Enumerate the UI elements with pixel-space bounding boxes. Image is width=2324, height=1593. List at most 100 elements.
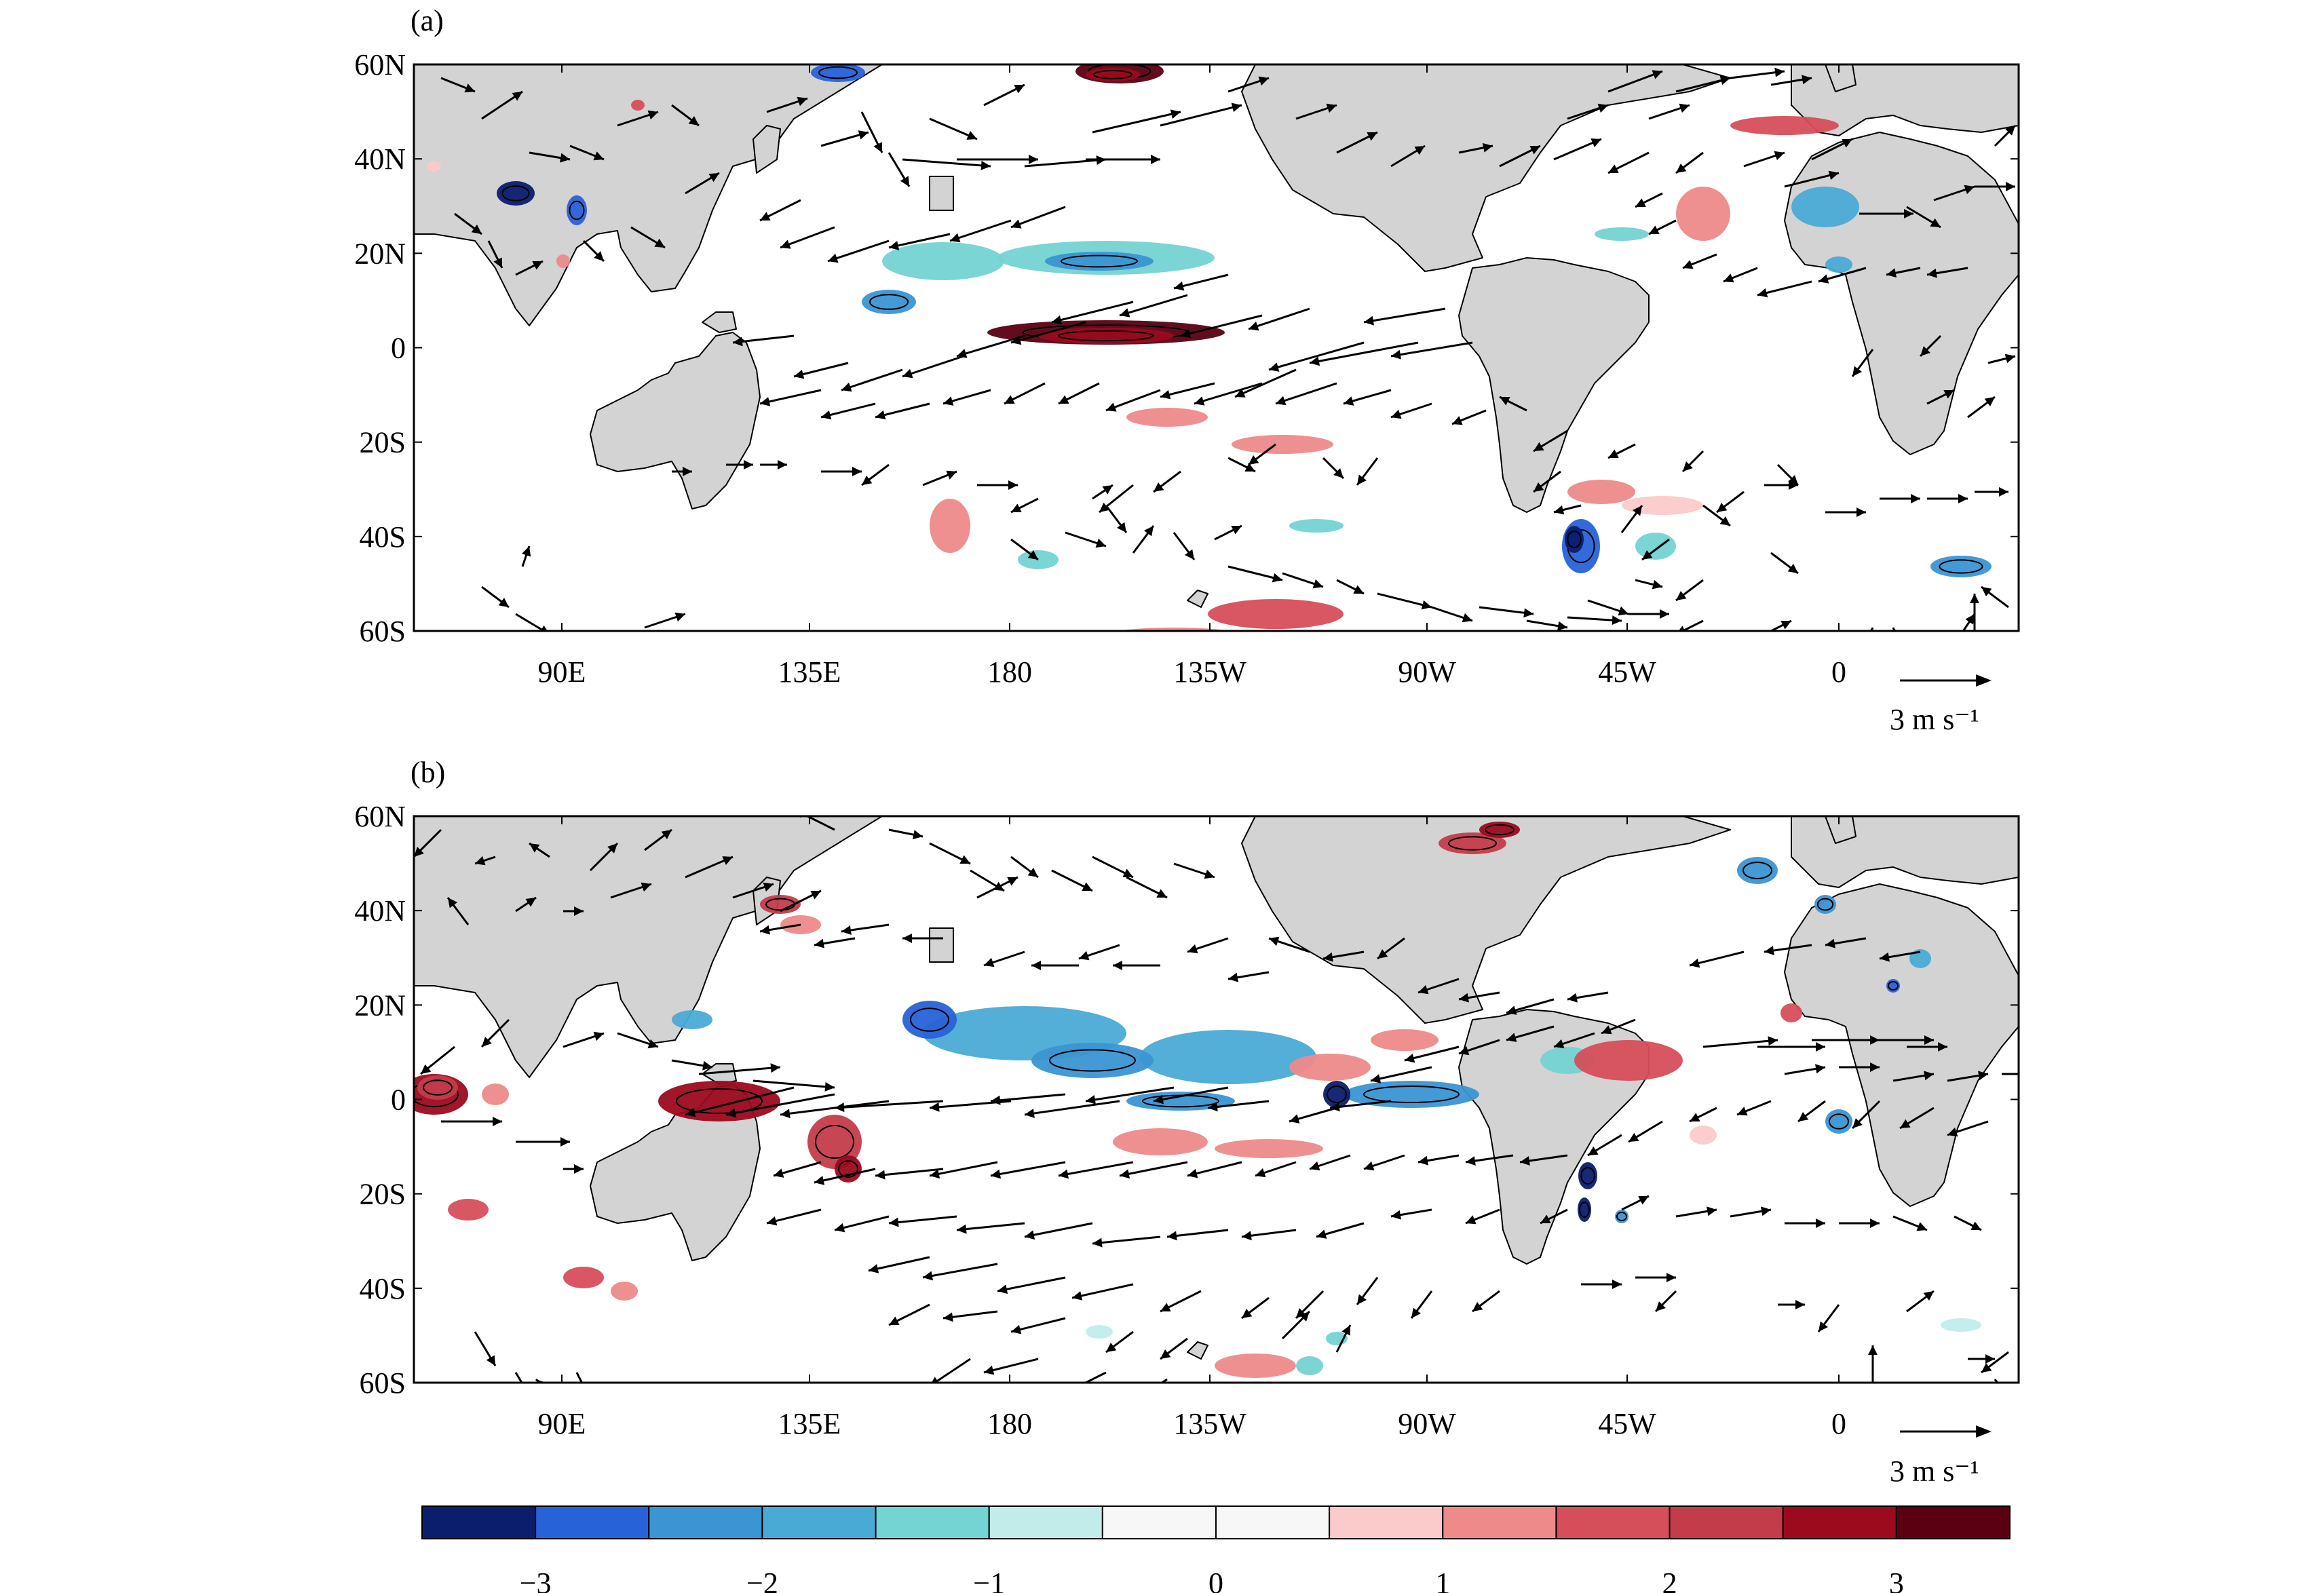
panel-b-wind-vector — [1839, 1062, 1880, 1072]
panel-a-wind-vector — [793, 362, 849, 379]
panel-b-wind-vector — [474, 856, 496, 866]
panel-a-wind-vector — [1458, 142, 1493, 154]
panel-b-vector-reference-label: 3 m s⁻¹ — [1890, 1455, 1979, 1488]
panel-b-wind-vector — [1825, 937, 1867, 948]
panel-a-wind-vector — [644, 612, 686, 629]
panel-b-wind-vector — [1628, 1120, 1663, 1143]
panel-b-wind-vector — [1058, 1161, 1134, 1179]
panel-a-wind-vector — [1343, 389, 1392, 406]
panel-b-wind-vector — [1187, 1161, 1242, 1178]
panel-b-wind-vector — [617, 1032, 659, 1049]
panel-a-wind-vector — [1173, 273, 1229, 291]
panel-a-wind-vector — [1010, 538, 1039, 561]
panel-a-anomaly-contour — [818, 66, 858, 79]
panel-b-wind-vector — [1329, 1100, 1392, 1112]
panel-a-wind-vector — [1553, 504, 1582, 515]
panel-b-anomaly-patch — [760, 895, 801, 914]
panel-a-wind-vector — [1567, 103, 1609, 120]
panel-b-wind-vector — [446, 897, 470, 925]
panel-b-wind-vector — [773, 1161, 822, 1178]
panel-a-lon-tick-label: 135W — [1173, 655, 1246, 689]
colorbar-tick-label: 2 — [1662, 1567, 1677, 1593]
panel-b-wind-vector — [644, 828, 672, 851]
panel-b-wind-vector — [766, 1208, 822, 1226]
panel-a-anomaly-patch — [1567, 480, 1635, 504]
panel-b-wind-vector — [732, 882, 774, 899]
panel-a-wind-vector — [1648, 103, 1690, 120]
panel-b-anomaly-patch — [1439, 832, 1506, 854]
panel-b-wind-vector — [1689, 951, 1745, 968]
panel-b-wind-vector — [1730, 1206, 1772, 1218]
panel-b-wind-vector — [1621, 1195, 1650, 1211]
panel-b-wind-vector — [1817, 1304, 1840, 1332]
panel-a-wind-vector — [942, 389, 991, 406]
panel-a-wind-vector — [1092, 484, 1113, 500]
panel-a-wind-vector — [1153, 470, 1181, 493]
panel-b-wind-vector — [1370, 1066, 1432, 1083]
panel-b-wind-vector — [1506, 998, 1555, 1015]
colorbar-swatches — [421, 1505, 2011, 1539]
panel-a-landmass — [1458, 257, 1650, 513]
panel-b-wind-vector — [1092, 856, 1134, 879]
panel-a-anomaly-patch — [1126, 408, 1208, 427]
colorbar-swatch — [988, 1505, 1103, 1539]
panel-b-anomaly-patch — [1289, 1054, 1371, 1081]
panel-b-latitude-ticks: 60N 40N 20N 0 20S 40S 60S — [354, 800, 2019, 1400]
panel-b-wind-vector — [589, 842, 619, 872]
panel-a-wind-vector — [929, 117, 978, 140]
panel-a-wind-vector — [977, 480, 1018, 490]
panel-b-anomaly-patch — [1215, 1354, 1296, 1378]
panel-a-wind-vector — [1194, 382, 1263, 406]
panel-a-wind-vector — [1818, 267, 1867, 284]
panel-a-wind-vector — [902, 355, 964, 379]
panel-a-wind-vector — [1859, 209, 1913, 218]
panel-a-wind-vector — [1309, 341, 1419, 366]
panel-a-wind-vector — [617, 110, 659, 127]
panel-a-lon-tick-label: 135E — [778, 655, 841, 689]
panel-b-wind-vector — [1907, 1042, 1947, 1052]
panel-b-wind-vector — [420, 1045, 455, 1075]
panel-b-lat-tick-label: 20S — [360, 1178, 406, 1211]
panel-a-wind-vector — [1962, 613, 1976, 631]
panel-b-wind-vector — [1764, 944, 1812, 955]
panel-b-anomaly-contour — [1485, 824, 1515, 836]
panel-b-wind-vector — [888, 828, 923, 840]
panel-a-wind-vector — [1010, 206, 1066, 229]
panel-b-wind-vector — [671, 1059, 713, 1071]
panel-a-wind-vector — [481, 586, 510, 609]
panel-b-wind-vector — [983, 1358, 1039, 1375]
panel-a-wind-vector — [726, 643, 767, 653]
panel-b-lon-tick-label: 90W — [1398, 1407, 1456, 1440]
panel-b-wind-vector — [1417, 1154, 1460, 1166]
panel-a-wind-vector — [1723, 267, 1758, 283]
panel-a-landmass — [1187, 590, 1208, 608]
colorbar-swatch — [648, 1505, 763, 1539]
panel-a-anomaly-patch — [1208, 599, 1344, 629]
panel-a-wind-vector — [820, 402, 876, 420]
panel-b-wind-vector — [2002, 1073, 2019, 1075]
panel-a-lat-tick-label: 20S — [360, 426, 406, 459]
panel-a-wind-vector — [1322, 457, 1345, 480]
panel-a-wind-vector — [1173, 532, 1196, 560]
panel-b-anomaly-patch — [1578, 1162, 1597, 1189]
panel-b-landmass — [929, 927, 954, 963]
panel-b-wind-vector — [922, 1263, 998, 1281]
panel-b-longitude-ticks: 90E 135E 180 135W 90W 45W 0 — [538, 816, 1846, 1440]
panel-b-wind-vector — [1113, 961, 1160, 970]
panel-b-anomaly-contour — [1742, 862, 1772, 879]
panel-b-wind-vector — [956, 1222, 1025, 1234]
panel-b-wind-vector — [983, 951, 1025, 967]
panel-a-wind-vector — [1607, 70, 1663, 93]
panel-a-wind-vector — [671, 104, 700, 127]
panel-a-wind-vector — [732, 334, 795, 347]
panel-a-wind-vector — [922, 470, 957, 486]
panel-b-anomaly-patch — [658, 1081, 780, 1121]
panel-b-wind-vector — [1092, 1235, 1161, 1248]
panel-a-wind-vector — [1607, 151, 1650, 174]
panel-b-lon-tick-label: 135E — [778, 1407, 841, 1440]
panel-b-wind-vector — [990, 1161, 1066, 1179]
panel-b-anomaly-patch — [984, 1392, 1011, 1408]
panel-b-wind-vector — [1981, 1351, 2009, 1374]
panel-b-anomaly-patch — [1113, 1128, 1208, 1155]
panel-b-lat-tick-label: 60S — [360, 1366, 406, 1400]
